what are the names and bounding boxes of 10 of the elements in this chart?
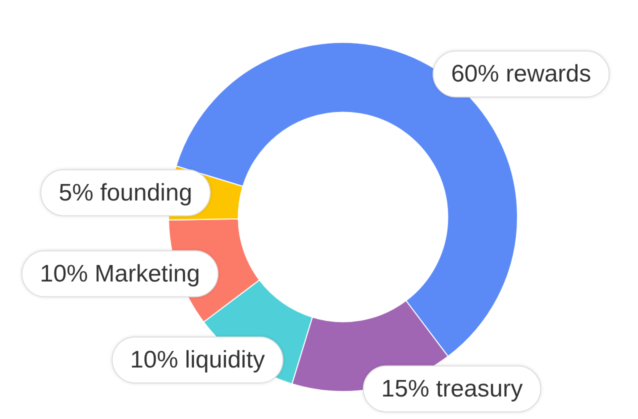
slice-label: Marketing — [94, 260, 200, 288]
data-label: 10% — [130, 346, 178, 374]
data-label: 15% — [381, 375, 430, 402]
data-label: 10% — [40, 260, 88, 288]
slice-label: liquidity — [184, 346, 265, 374]
slice-label: founding — [100, 179, 192, 206]
slice-label: treasury — [436, 375, 523, 402]
data-label: 60% — [451, 60, 500, 88]
data-label: 5% — [58, 179, 94, 206]
slice-label: rewards — [506, 60, 592, 88]
